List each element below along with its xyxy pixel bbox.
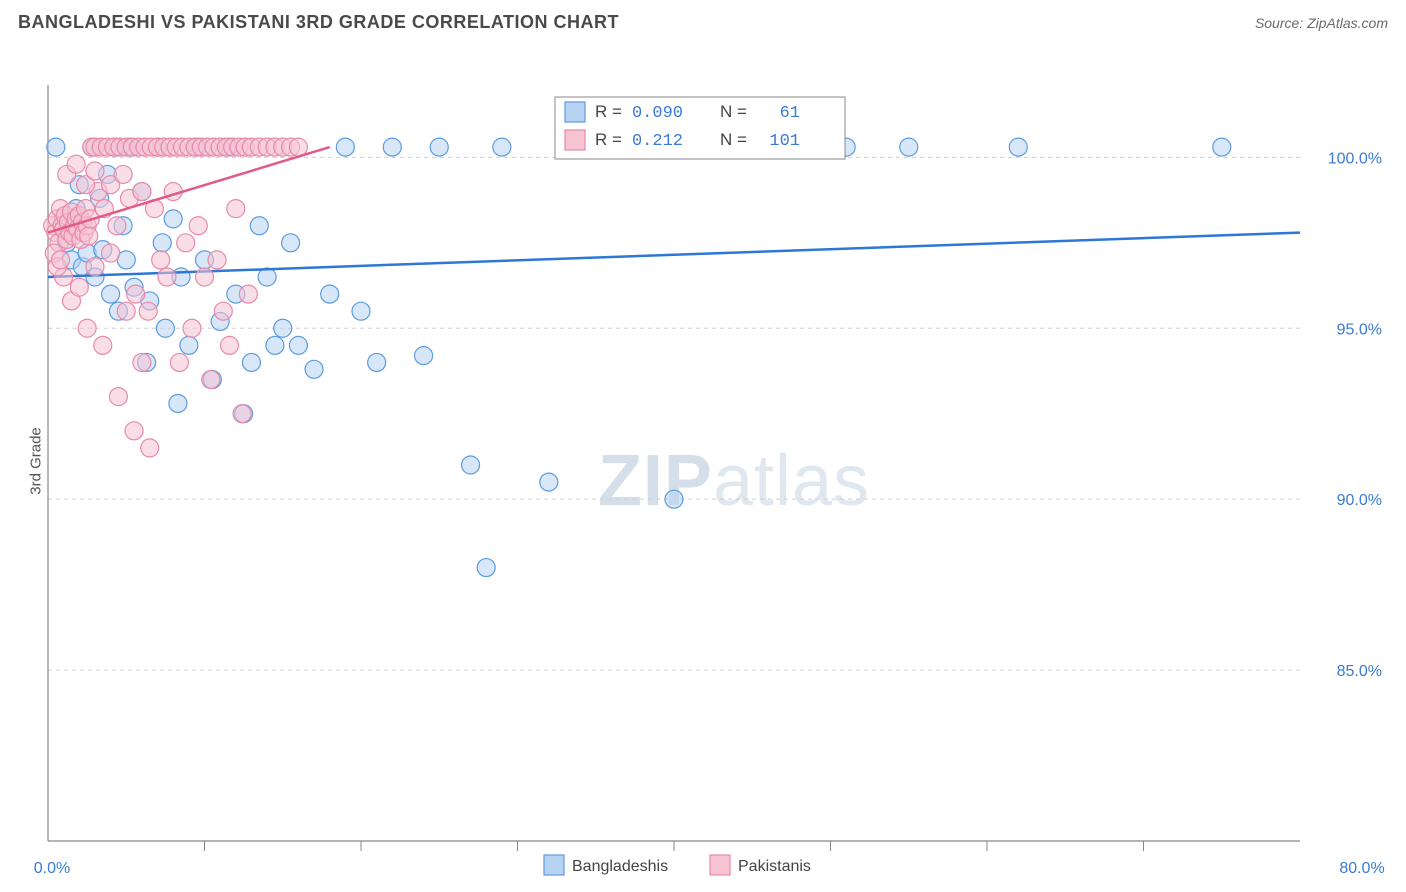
bottom-legend-swatch [544,855,564,875]
blue-point [493,138,511,156]
legend-swatch [565,130,585,150]
pink-point [114,165,132,183]
pink-point [208,251,226,269]
blue-point [266,336,284,354]
pink-point [102,244,120,262]
legend-n-label: N = [720,102,747,121]
pink-point [86,162,104,180]
blue-point [169,394,187,412]
pink-point [233,405,251,423]
source-label: Source: ZipAtlas.com [1255,15,1388,31]
blue-point [180,336,198,354]
chart-container: 3rd Grade ZIPatlas 85.0% 90.0% 95.0% 100.0% 0… [0,41,1406,881]
blue-trend-line [48,233,1300,277]
pink-point [202,371,220,389]
blue-point [321,285,339,303]
legend-r-value: 0.212 [632,132,683,151]
pink-point [227,200,245,218]
pink-point [108,217,126,235]
x-min-label: 0.0% [34,860,70,877]
pink-point [67,155,85,173]
blue-point [368,353,386,371]
blue-point [415,347,433,365]
x-max-label: 80.0% [1339,860,1384,877]
watermark: ZIPatlas [598,441,870,521]
y-tick-label: 95.0% [1337,321,1382,338]
blue-point [289,336,307,354]
blue-point [430,138,448,156]
blue-point [462,456,480,474]
y-tick-label: 90.0% [1337,492,1382,509]
legend-r-label: R = [595,130,622,149]
pink-point [80,227,98,245]
pink-point [239,285,257,303]
pink-point [125,422,143,440]
blue-point [164,210,182,228]
blue-point [153,234,171,252]
blue-point [305,360,323,378]
legend-n-value: 61 [780,104,800,123]
pink-point [139,302,157,320]
pink-point [221,336,239,354]
blue-point [47,138,65,156]
blue-point [156,319,174,337]
pink-point [189,217,207,235]
blue-point [102,285,120,303]
blue-point [274,319,292,337]
blue-point [1009,138,1027,156]
blue-point [336,138,354,156]
blue-point [242,353,260,371]
pink-point [127,285,145,303]
pink-point [86,258,104,276]
blue-point [282,234,300,252]
pink-point [109,388,127,406]
pink-point [214,302,232,320]
chart-header: BANGLADESHI VS PAKISTANI 3RD GRADE CORRE… [0,0,1406,41]
pink-point [177,234,195,252]
pink-point [117,302,135,320]
y-axis-label: 3rd Grade [27,427,44,495]
pink-point [133,183,151,201]
blue-point [383,138,401,156]
pink-point [170,353,188,371]
scatter-chart: ZIPatlas 85.0% 90.0% 95.0% 100.0% 0.0% 80.0% R … [0,41,1406,881]
legend-r-label: R = [595,102,622,121]
legend-r-value: 0.090 [632,104,683,123]
bottom-legend-label: Pakistanis [738,858,811,875]
pink-point [78,319,96,337]
chart-title: BANGLADESHI VS PAKISTANI 3RD GRADE CORRE… [18,12,619,33]
pink-point [133,353,151,371]
legend-n-value: 101 [769,132,800,151]
pink-point [152,251,170,269]
blue-point [477,559,495,577]
pink-point [158,268,176,286]
bottom-legend-label: Bangladeshis [572,858,668,875]
blue-point [258,268,276,286]
pink-point [141,439,159,457]
blue-point [900,138,918,156]
legend-n-label: N = [720,130,747,149]
pink-point [94,336,112,354]
legend-swatch [565,102,585,122]
blue-point [540,473,558,491]
y-tick-label: 100.0% [1328,150,1382,167]
pink-point [196,268,214,286]
bottom-legend-swatch [710,855,730,875]
pink-point [183,319,201,337]
blue-point [352,302,370,320]
pink-point [70,278,88,296]
y-tick-label: 85.0% [1337,663,1382,680]
blue-point [1213,138,1231,156]
pink-point [52,251,70,269]
blue-point [665,490,683,508]
blue-point [250,217,268,235]
